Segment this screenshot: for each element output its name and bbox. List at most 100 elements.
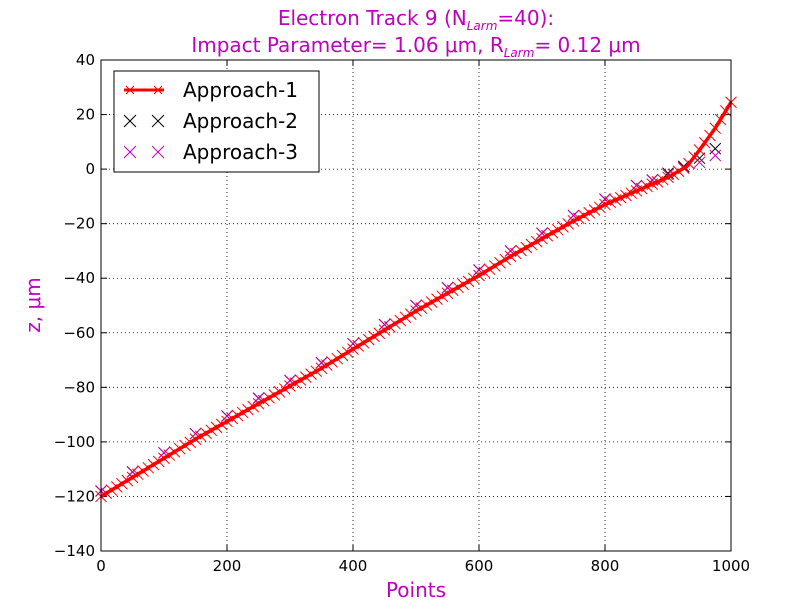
data-point [504,250,517,263]
chart-title-line-2: Impact Parameter= 1.06 μm, RLarm= 0.12 μ… [191,33,640,60]
data-point [546,226,559,239]
data-point [420,299,433,311]
data-point [252,397,265,410]
data-point [709,149,722,162]
data-point [226,412,239,425]
y-tick-label: 20 [76,106,95,124]
data-point [457,278,470,291]
data-point [410,305,422,317]
data-point [362,333,375,346]
data-point [179,439,191,452]
data-point [294,374,307,386]
data-point [215,418,228,431]
legend-marker [123,145,137,159]
data-point [672,165,685,178]
data-point [693,144,706,156]
legend-marker [151,145,165,159]
y-tick-label: −100 [54,433,95,451]
data-point [462,275,475,288]
data-point [105,484,118,496]
data-point [194,430,207,443]
data-point [719,105,732,117]
chart-title-line-1: Electron Track 9 (NLarm=40): [278,6,554,33]
data-point [509,247,522,260]
data-point [305,368,317,381]
data-point [263,391,275,404]
data-point [383,321,396,333]
data-point [284,380,296,392]
data-point [389,317,401,330]
x-tick-label: 200 [213,557,242,575]
y-tick-label: −80 [63,378,95,396]
data-point [147,458,160,471]
data-point [131,468,144,481]
data-point [326,356,338,368]
data-point [488,260,501,272]
legend-marker [123,114,137,128]
data-point [242,403,254,416]
data-point [525,238,538,251]
data-point [268,388,281,401]
data-point [714,113,727,126]
series-approach-1 [95,96,737,503]
data-point [368,330,380,343]
data-point [373,327,386,340]
data-point [173,442,186,455]
data-point [704,129,716,142]
x-tick-label: 400 [339,557,368,575]
data-point [415,302,428,314]
data-point [184,436,197,449]
y-tick-label: −20 [63,215,95,233]
data-point [142,461,155,474]
x-tick-label: 800 [591,557,620,575]
data-point [299,371,312,383]
x-tick-label: 0 [96,557,106,575]
data-point [168,446,181,458]
y-tick-label: 40 [76,51,95,69]
data-point [221,415,233,428]
data-point [515,244,527,257]
data-point [200,427,212,440]
legend-marker [151,114,165,128]
series-layer [95,96,737,503]
data-point [483,263,496,275]
data-point [137,465,149,477]
legend-label: Approach-1 [183,78,298,102]
data-point [688,150,701,163]
legend-entry-2: Approach-2 [123,109,298,133]
y-tick-label: −40 [63,269,95,287]
data-point [100,487,113,500]
data-point [404,308,417,320]
data-point [378,324,391,336]
data-point [467,272,480,285]
data-point [662,171,674,184]
legend-marker [153,85,163,95]
data-point [357,336,370,349]
legend-box [113,70,320,173]
data-point [562,218,575,230]
legend-entry-1: Approach-1 [124,78,298,102]
data-point [116,477,128,490]
legend-label: Approach-3 [183,140,298,164]
data-point [394,314,407,327]
data-point [331,352,344,365]
data-point [278,383,291,395]
data-point [315,362,328,375]
plot-frame [100,59,732,552]
data-point [667,168,680,181]
data-point [698,136,711,149]
legend: Approach-1 Approach-2 Approach-3 [113,70,320,173]
data-point [121,474,134,487]
y-tick-label: 0 [85,160,95,178]
data-point [436,290,449,303]
data-point [352,340,365,352]
data-point [163,449,176,461]
x-tick-label: 600 [465,557,494,575]
y-tick-label: −120 [54,487,95,505]
y-tick-label: −140 [54,542,95,560]
data-point [399,311,412,324]
legend-label: Approach-2 [183,109,298,133]
data-point [683,157,695,170]
data-point [247,400,260,413]
